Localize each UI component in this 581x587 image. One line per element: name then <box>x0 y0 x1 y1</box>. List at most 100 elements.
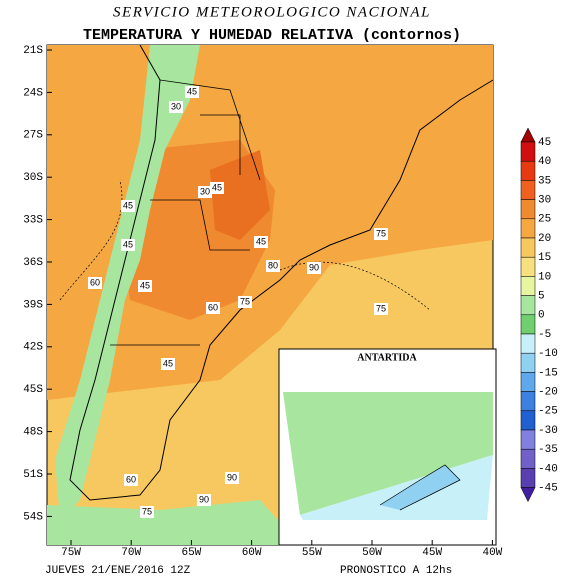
hottest-region <box>210 150 270 240</box>
contour-label-box <box>225 472 239 484</box>
lon-label: 60W <box>242 547 262 559</box>
andes-band <box>55 45 200 520</box>
colorbar-bottom <box>520 487 536 503</box>
colorbar-box <box>520 372 536 392</box>
contour-label: 45 <box>256 236 266 246</box>
lat-label: 51S <box>23 469 43 481</box>
colorbar-box <box>520 468 536 488</box>
colorbar-label: 20 <box>538 233 551 245</box>
footer-date: JUEVES 21/ENE/2016 12Z <box>45 565 191 577</box>
lat-label: 36S <box>23 257 43 269</box>
inset-land <box>379 464 461 511</box>
colorbar-top <box>520 127 536 143</box>
colorbar-label: 35 <box>538 175 551 187</box>
contour-label: 45 <box>212 182 222 192</box>
south-band <box>47 500 300 545</box>
colorbar-box <box>520 410 536 431</box>
colorbar-box <box>520 141 536 162</box>
contour-label-box <box>307 262 321 274</box>
contour-label: 90 <box>309 262 319 272</box>
colorbar-label: 25 <box>538 214 551 226</box>
contour-label: 75 <box>240 296 250 306</box>
contour-label: 45 <box>123 239 133 249</box>
contour-label-box <box>374 228 388 240</box>
contour-label-box <box>185 86 199 98</box>
contour-label-box <box>121 239 135 251</box>
contour-label: 60 <box>126 474 136 484</box>
colorbar-label: -5 <box>538 329 551 341</box>
contour-label: 90 <box>199 494 209 504</box>
contour-label: 45 <box>163 358 173 368</box>
colorbar-box <box>520 180 536 200</box>
inset-green <box>283 392 493 515</box>
map-area <box>46 44 494 546</box>
contour-label: 60 <box>90 277 100 287</box>
contour-label: 30 <box>200 186 210 196</box>
footer-forecast: PRONOSTICO A 12hs <box>340 565 452 577</box>
colorbar-label: 40 <box>538 156 551 168</box>
contour-label-box <box>140 506 154 518</box>
subtitle: TEMPERATURA Y HUMEDAD RELATIVA (contorno… <box>83 27 461 44</box>
contour-label-box <box>197 494 211 506</box>
colorbar-box <box>520 448 536 469</box>
colorbar-label: 45 <box>538 137 551 149</box>
lat-label: 27S <box>23 130 43 142</box>
colorbar-label: 30 <box>538 195 551 207</box>
contour-label-box <box>374 303 388 315</box>
colorbar-box <box>520 276 536 296</box>
contour-label: 45 <box>187 86 197 96</box>
lon-label: 55W <box>302 547 322 559</box>
lat-label: 54S <box>23 511 43 523</box>
contour-label-box <box>254 236 268 248</box>
contour-label: 60 <box>208 302 218 312</box>
inset: ANTARTIDA <box>278 348 497 546</box>
lat-label: 39S <box>23 299 43 311</box>
colorbar-label: 10 <box>538 271 551 283</box>
contour-label-box <box>138 280 152 292</box>
colorbar-label: 5 <box>538 291 545 303</box>
lon-label: 45W <box>422 547 442 559</box>
lat-label: 48S <box>23 427 43 439</box>
lat-label: 45S <box>23 384 43 396</box>
title: SERVICIO METEOROLOGICO NACIONAL <box>113 4 431 20</box>
lat-label: 24S <box>23 87 43 99</box>
lon-label: 65W <box>181 547 201 559</box>
contour-label: 80 <box>268 260 278 270</box>
lat-label: 33S <box>23 215 43 227</box>
contour-label: 75 <box>376 228 386 238</box>
lon-label: 40W <box>482 547 502 559</box>
contour-label: 90 <box>227 472 237 482</box>
colorbar-box <box>520 314 536 335</box>
borders <box>110 79 261 346</box>
contour-label-box <box>266 260 280 272</box>
contour-label-box <box>161 358 175 370</box>
colorbar-box <box>520 199 536 220</box>
colorbar-label: -45 <box>538 483 558 495</box>
colorbar-label: -15 <box>538 367 558 379</box>
lat-label: 21S <box>23 45 43 57</box>
colorbar-box <box>520 333 536 354</box>
colorbar-box <box>520 295 536 316</box>
colorbar-label: 0 <box>538 310 545 322</box>
contour-label-box <box>169 101 183 113</box>
lon-label: 70W <box>121 547 141 559</box>
contour-label-box <box>121 200 135 212</box>
contour-label-box <box>88 277 102 289</box>
contour-label-box <box>206 302 220 314</box>
lon-label: 75W <box>61 547 81 559</box>
colorbar-box <box>520 429 536 450</box>
contour-label: 45 <box>123 200 133 210</box>
colorbar-label: -30 <box>538 425 558 437</box>
contour-label: 75 <box>376 303 386 313</box>
contour-label-box <box>124 474 138 486</box>
contour-label-box <box>238 296 252 308</box>
colorbar-box <box>520 256 536 277</box>
colorbar-label: 15 <box>538 252 551 264</box>
colorbar-label: -25 <box>538 406 558 418</box>
colorbar-box <box>520 160 536 181</box>
contour-label-box <box>198 186 212 198</box>
colorbar-label: -10 <box>538 348 558 360</box>
colorbar-box <box>520 391 536 412</box>
contour-label: 75 <box>142 506 152 516</box>
